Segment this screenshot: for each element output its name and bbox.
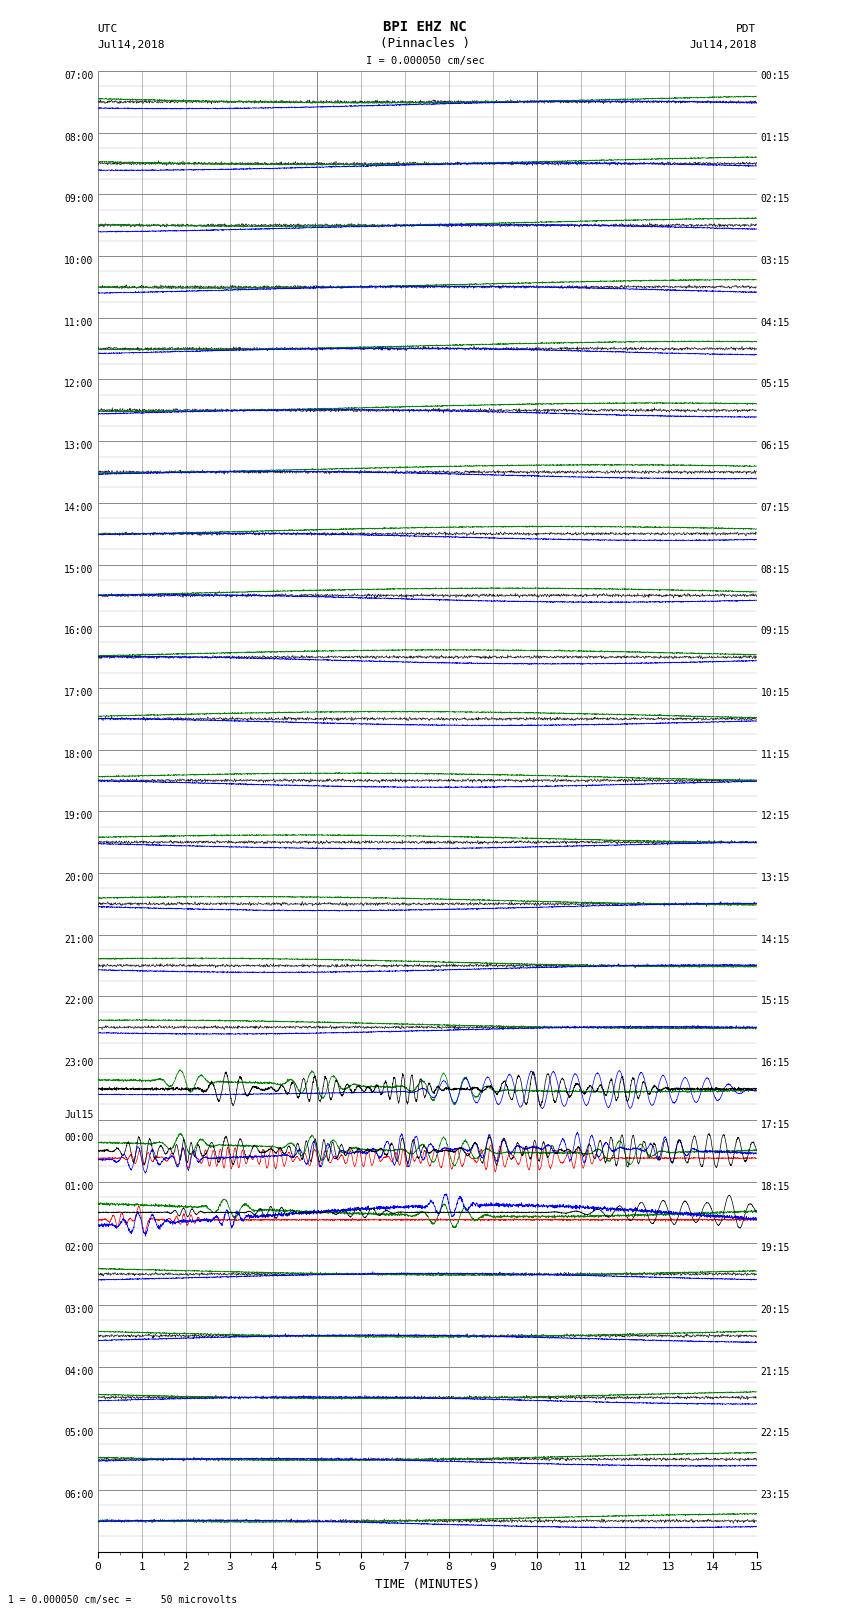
Text: Jul14,2018: Jul14,2018 [98,40,165,50]
Text: 19:00: 19:00 [64,811,94,821]
Text: 02:00: 02:00 [64,1244,94,1253]
Text: 11:00: 11:00 [64,318,94,327]
Text: 00:00: 00:00 [64,1132,94,1142]
Text: 16:15: 16:15 [761,1058,790,1068]
Text: 07:15: 07:15 [761,503,790,513]
Text: UTC: UTC [98,24,118,34]
Text: 19:15: 19:15 [761,1244,790,1253]
Text: Jul14,2018: Jul14,2018 [689,40,756,50]
Text: 12:00: 12:00 [64,379,94,389]
Text: 14:00: 14:00 [64,503,94,513]
Text: 06:15: 06:15 [761,440,790,452]
Text: 08:00: 08:00 [64,132,94,142]
Text: 14:15: 14:15 [761,936,790,945]
X-axis label: TIME (MINUTES): TIME (MINUTES) [375,1578,479,1590]
Text: 13:15: 13:15 [761,873,790,882]
Text: 18:15: 18:15 [761,1181,790,1192]
Text: 09:15: 09:15 [761,626,790,636]
Text: 02:15: 02:15 [761,194,790,205]
Text: PDT: PDT [736,24,756,34]
Text: 06:00: 06:00 [64,1490,94,1500]
Text: 11:15: 11:15 [761,750,790,760]
Text: 21:15: 21:15 [761,1366,790,1376]
Text: Jul15: Jul15 [64,1110,94,1119]
Text: 22:15: 22:15 [761,1429,790,1439]
Text: 01:15: 01:15 [761,132,790,142]
Text: 03:15: 03:15 [761,256,790,266]
Text: 09:00: 09:00 [64,194,94,205]
Text: 03:00: 03:00 [64,1305,94,1315]
Text: 07:00: 07:00 [64,71,94,81]
Text: 10:15: 10:15 [761,687,790,698]
Text: 1 = 0.000050 cm/sec =     50 microvolts: 1 = 0.000050 cm/sec = 50 microvolts [8,1595,238,1605]
Text: 04:00: 04:00 [64,1366,94,1376]
Text: 21:00: 21:00 [64,936,94,945]
Text: 04:15: 04:15 [761,318,790,327]
Text: 05:15: 05:15 [761,379,790,389]
Text: 18:00: 18:00 [64,750,94,760]
Text: 15:00: 15:00 [64,565,94,574]
Text: 22:00: 22:00 [64,997,94,1007]
Text: 23:00: 23:00 [64,1058,94,1068]
Text: 20:15: 20:15 [761,1305,790,1315]
Text: I = 0.000050 cm/sec: I = 0.000050 cm/sec [366,56,484,66]
Text: 01:00: 01:00 [64,1181,94,1192]
Text: (Pinnacles ): (Pinnacles ) [380,37,470,50]
Text: 15:15: 15:15 [761,997,790,1007]
Text: 05:00: 05:00 [64,1429,94,1439]
Text: 17:00: 17:00 [64,687,94,698]
Text: 20:00: 20:00 [64,873,94,882]
Text: 13:00: 13:00 [64,440,94,452]
Text: 16:00: 16:00 [64,626,94,636]
Text: 08:15: 08:15 [761,565,790,574]
Text: 10:00: 10:00 [64,256,94,266]
Text: 12:15: 12:15 [761,811,790,821]
Text: BPI EHZ NC: BPI EHZ NC [383,19,467,34]
Text: 17:15: 17:15 [761,1119,790,1129]
Text: 00:15: 00:15 [761,71,790,81]
Text: 23:15: 23:15 [761,1490,790,1500]
